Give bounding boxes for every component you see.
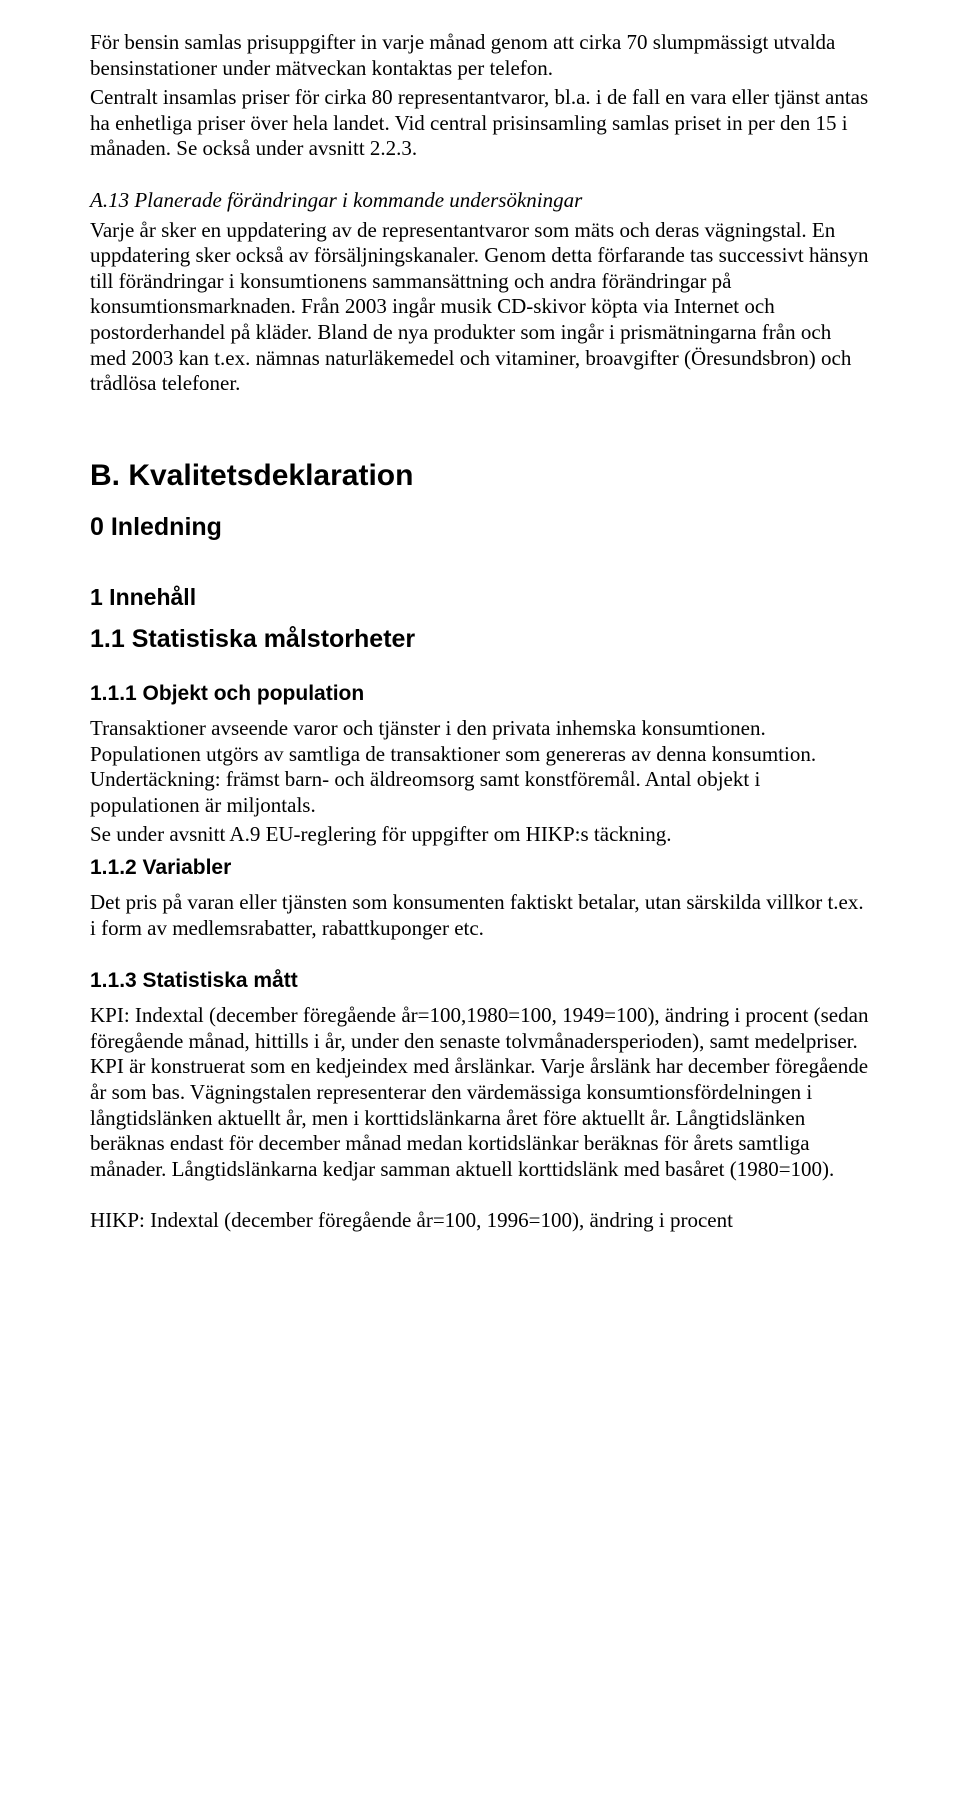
p-1-1-1-b: Se under avsnitt A.9 EU-reglering för up… bbox=[90, 822, 870, 848]
heading-0-inledning: 0 Inledning bbox=[90, 513, 870, 542]
intro-block: För bensin samlas prisuppgifter in varje… bbox=[90, 30, 870, 162]
heading-1-1-1: 1.1.1 Objekt och population bbox=[90, 682, 870, 706]
p-1-1-3-a: KPI: Indextal (december föregående år=10… bbox=[90, 1003, 870, 1182]
heading-1-1-3: 1.1.3 Statistiska mått bbox=[90, 969, 870, 993]
p-1-1-3-b: HIKP: Indextal (december föregående år=1… bbox=[90, 1208, 870, 1234]
heading-1-1: 1.1 Statistiska målstorheter bbox=[90, 625, 870, 654]
a13-body-block: Varje år sker en uppdatering av de repre… bbox=[90, 218, 870, 397]
p-1-1-1-a: Transaktioner avseende varor och tjänste… bbox=[90, 716, 870, 818]
intro-paragraph-2: Centralt insamlas priser för cirka 80 re… bbox=[90, 85, 870, 162]
p-1-1-2: Det pris på varan eller tjänsten som kon… bbox=[90, 890, 870, 941]
a13-body: Varje år sker en uppdatering av de repre… bbox=[90, 218, 870, 397]
heading-a13: A.13 Planerade förändringar i kommande u… bbox=[90, 188, 870, 214]
heading-1-1-2: 1.1.2 Variabler bbox=[90, 856, 870, 880]
heading-b: B. Kvalitetsdeklaration bbox=[90, 459, 870, 493]
document-page: För bensin samlas prisuppgifter in varje… bbox=[0, 0, 960, 1811]
intro-paragraph-1: För bensin samlas prisuppgifter in varje… bbox=[90, 30, 870, 81]
heading-1-innehall: 1 Innehåll bbox=[90, 584, 870, 611]
p-1-1-3-block: KPI: Indextal (december föregående år=10… bbox=[90, 1003, 870, 1182]
